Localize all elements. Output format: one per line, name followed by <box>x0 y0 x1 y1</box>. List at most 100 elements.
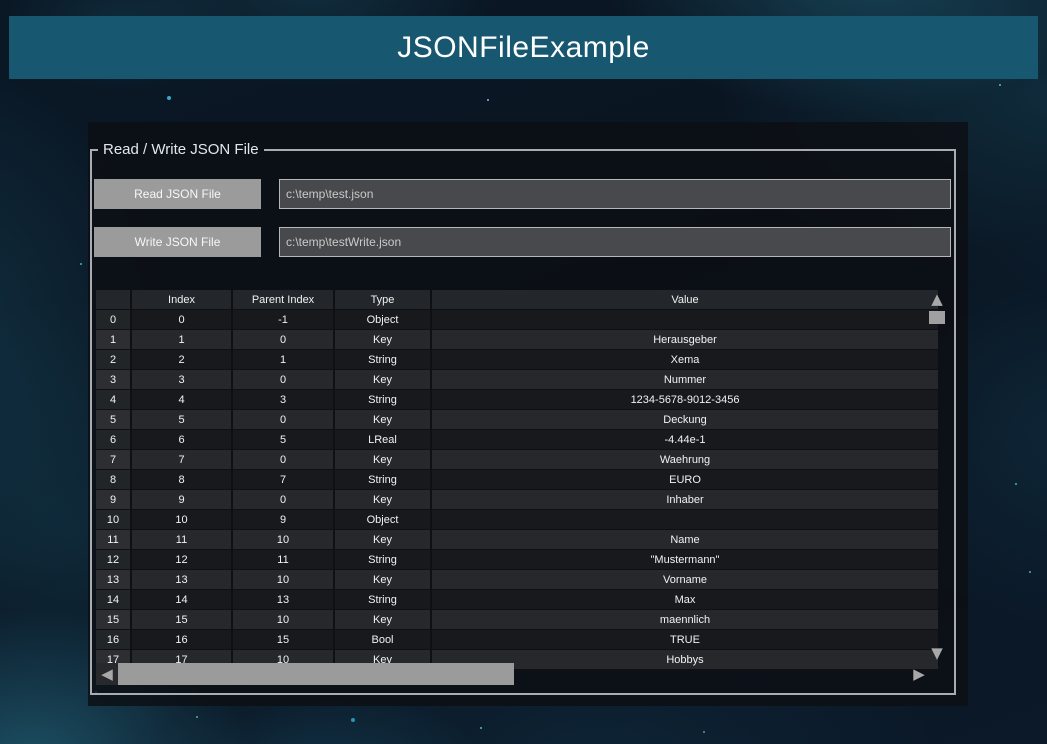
table-row[interactable]: 1 1 0 Key Herausgeber <box>96 330 938 350</box>
cell-value: Inhaber <box>666 493 704 506</box>
table-row[interactable]: 0 0 -1 Object <box>96 310 938 330</box>
table-row[interactable]: 11 11 10 Key Name <box>96 530 938 550</box>
table-row[interactable]: 12 12 11 String "Mustermann" <box>96 550 938 570</box>
cell-type: Key <box>335 490 432 509</box>
cell-value: 1234-5678-9012-3456 <box>630 393 740 406</box>
cell-type: Key <box>335 410 432 429</box>
cell-parent-index: 1 <box>233 350 335 369</box>
horizontal-scrollbar[interactable]: ◀ ▶ <box>96 663 930 685</box>
cell-parent-index: 5 <box>233 430 335 449</box>
cell-index: 2 <box>132 350 233 369</box>
cell-type: String <box>335 350 432 369</box>
cell-parent-index: 10 <box>233 610 335 629</box>
cell-type: String <box>335 590 432 609</box>
row-header-cell: 11 <box>96 530 132 549</box>
table-row[interactable]: 2 2 1 String Xema <box>96 350 938 370</box>
json-table: Index Parent Index Type Value 0 0 -1 Object 1 1 0 K… <box>96 290 938 670</box>
scroll-left-icon[interactable]: ◀ <box>96 663 118 685</box>
row-header-cell: 13 <box>96 570 132 589</box>
cell-index: 16 <box>132 630 233 649</box>
cell-value: Hobbys <box>666 653 704 666</box>
table-row[interactable]: 16 16 15 Bool TRUE <box>96 630 938 650</box>
cell-type: Key <box>335 530 432 549</box>
cell-index: 15 <box>132 610 233 629</box>
cell-type: Key <box>335 570 432 589</box>
table-row[interactable]: 4 4 3 String 1234-5678-9012-3456 <box>96 390 938 410</box>
cell-index: 1 <box>132 330 233 349</box>
row-header-cell: 8 <box>96 470 132 489</box>
cell-parent-index: 7 <box>233 470 335 489</box>
row-header-cell: 5 <box>96 410 132 429</box>
read-json-file-button[interactable]: Read JSON File <box>94 179 261 209</box>
cell-parent-index: 0 <box>233 490 335 509</box>
cell-parent-index: 10 <box>233 570 335 589</box>
table-row[interactable]: 3 3 0 Key Nummer <box>96 370 938 390</box>
scroll-right-icon[interactable]: ▶ <box>913 664 925 683</box>
table-row[interactable]: 15 15 10 Key maennlich <box>96 610 938 630</box>
cell-index: 7 <box>132 450 233 469</box>
scroll-up-icon[interactable]: ▲ <box>931 289 943 308</box>
row-header-cell: 0 <box>96 310 132 329</box>
row-header-cell: 12 <box>96 550 132 569</box>
table-row[interactable]: 8 8 7 String EURO <box>96 470 938 490</box>
cell-type: Key <box>335 330 432 349</box>
background-particles <box>0 0 2 2</box>
page-title: JSONFileExample <box>397 30 650 64</box>
cell-parent-index: Parent Index <box>233 290 335 309</box>
cell-index: Index <box>132 290 233 309</box>
cell-type: Object <box>335 510 432 529</box>
cell-index: 8 <box>132 470 233 489</box>
cell-value: -4.44e-1 <box>664 433 706 446</box>
title-bar: JSONFileExample <box>9 16 1038 79</box>
cell-parent-index: 9 <box>233 510 335 529</box>
cell-parent-index: 0 <box>233 370 335 389</box>
cell-value: Waehrung <box>659 453 711 466</box>
table-row[interactable]: 13 13 10 Key Vorname <box>96 570 938 590</box>
row-header-cell: 14 <box>96 590 132 609</box>
cell-type: Key <box>335 450 432 469</box>
cell-parent-index: 10 <box>233 650 335 669</box>
table-row[interactable]: 7 7 0 Key Waehrung <box>96 450 938 470</box>
row-header-cell: 3 <box>96 370 132 389</box>
cell-index: 10 <box>132 510 233 529</box>
horizontal-scrollbar-thumb[interactable] <box>118 663 514 685</box>
cell-index: 0 <box>132 310 233 329</box>
table-row[interactable]: 10 10 9 Object <box>96 510 938 530</box>
cell-value: Vorname <box>662 573 708 586</box>
cell-parent-index: 3 <box>233 390 335 409</box>
cell-index: 11 <box>132 530 233 549</box>
table-row[interactable]: 9 9 0 Key Inhaber <box>96 490 938 510</box>
cell-index: 17 <box>132 650 233 669</box>
table-row[interactable]: 14 14 13 String Max <box>96 590 938 610</box>
table-header-row: Index Parent Index Type Value <box>96 290 938 310</box>
cell-type: Key <box>335 650 432 669</box>
scroll-down-icon[interactable]: ▼ <box>931 643 943 662</box>
cell-type: String <box>335 470 432 489</box>
cell-type: String <box>335 390 432 409</box>
cell-value: EURO <box>669 473 701 486</box>
row-header-cell: 1 <box>96 330 132 349</box>
vertical-scrollbar-thumb[interactable] <box>929 311 945 324</box>
write-json-file-button-label: Write JSON File <box>134 235 221 249</box>
read-json-file-button-label: Read JSON File <box>134 187 221 201</box>
write-json-file-button[interactable]: Write JSON File <box>94 227 261 257</box>
cell-value: Herausgeber <box>653 333 717 346</box>
cell-value: maennlich <box>659 613 711 626</box>
read-path-input[interactable] <box>279 179 951 209</box>
table-row[interactable]: 5 5 0 Key Deckung <box>96 410 938 430</box>
cell-index: 14 <box>132 590 233 609</box>
row-header-cell <box>96 290 132 309</box>
cell-parent-index: 13 <box>233 590 335 609</box>
cell-type: Object <box>335 310 432 329</box>
cell-value <box>432 510 938 529</box>
table-row[interactable]: 6 6 5 LReal -4.44e-1 <box>96 430 938 450</box>
cell-index: 13 <box>132 570 233 589</box>
cell-parent-index: 11 <box>233 550 335 569</box>
vertical-scrollbar[interactable]: ▲ ▼ <box>926 290 948 662</box>
write-path-input[interactable] <box>279 227 951 257</box>
cell-parent-index: 0 <box>233 450 335 469</box>
cell-parent-index: 0 <box>233 410 335 429</box>
row-header-cell: 7 <box>96 450 132 469</box>
cell-index: 5 <box>132 410 233 429</box>
cell-index: 4 <box>132 390 233 409</box>
